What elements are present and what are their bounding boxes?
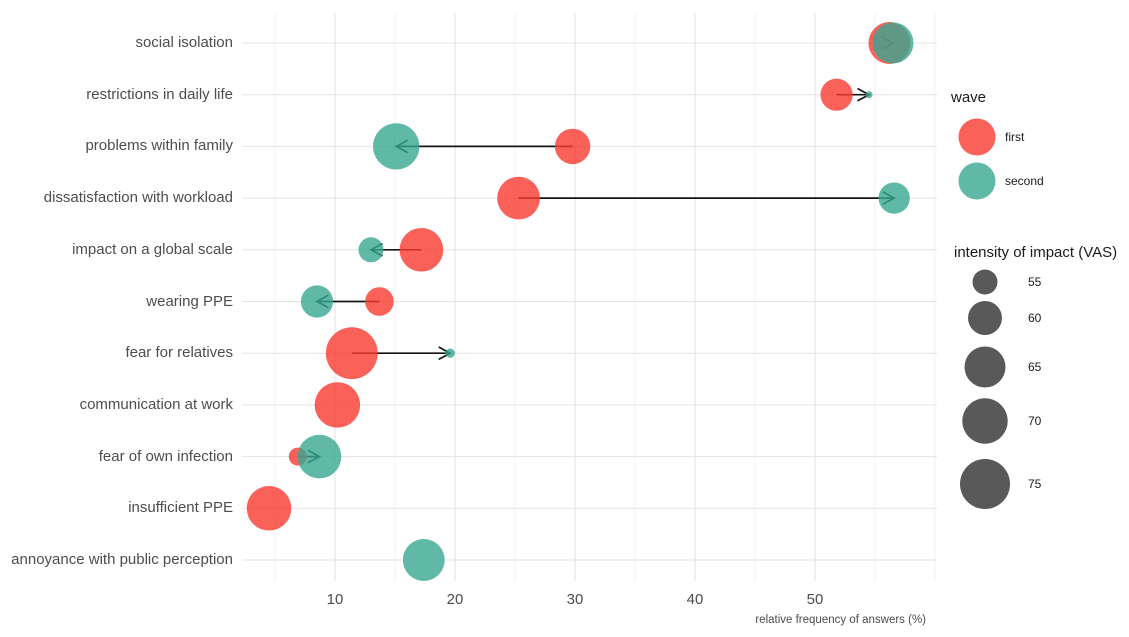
wave-legend-title: wave bbox=[951, 89, 987, 106]
bubbles-first-wave bbox=[246, 22, 911, 531]
size-legend-title: intensity of impact (VAS) bbox=[954, 244, 1118, 261]
x-tick-20: 20 bbox=[446, 591, 464, 608]
x-tick-30: 30 bbox=[566, 591, 584, 608]
category-label-wearing-ppe: wearing PPE bbox=[146, 292, 233, 310]
bubble-first-impact-on-a-global-scale bbox=[399, 227, 444, 272]
x-tick-10: 10 bbox=[326, 591, 344, 608]
size-key-75 bbox=[960, 459, 1010, 509]
wave-key-second bbox=[958, 162, 996, 200]
size-key-65 bbox=[964, 346, 1006, 388]
bubble-first-problems-within-family bbox=[554, 128, 591, 165]
x-axis-title: relative frequency of answers (%) bbox=[755, 614, 926, 626]
bubble-second-restrictions-in-daily-life bbox=[865, 91, 873, 99]
size-key-60 bbox=[968, 301, 1002, 335]
wave-item-label-first: first bbox=[1005, 130, 1025, 144]
bubble-second-social-isolation bbox=[872, 22, 914, 64]
wave-key-first bbox=[958, 118, 996, 156]
category-label-communication-at-work: communication at work bbox=[79, 395, 233, 413]
size-item-label-60: 60 bbox=[1028, 311, 1042, 325]
size-item-label-70: 70 bbox=[1028, 414, 1042, 428]
x-tick-40: 40 bbox=[686, 591, 704, 608]
size-key-55 bbox=[972, 269, 998, 295]
category-label-fear-of-own-infection: fear of own infection bbox=[98, 447, 233, 465]
category-label-fear-for-relatives: fear for relatives bbox=[125, 344, 233, 362]
category-label-impact-on-a-global-scale: impact on a global scale bbox=[72, 240, 233, 258]
x-tick-50: 50 bbox=[806, 591, 824, 608]
size-item-label-55: 55 bbox=[1028, 275, 1042, 289]
bubble-second-dissatisfaction-with-workload bbox=[878, 182, 910, 214]
legend-keys bbox=[958, 118, 1010, 509]
bubble-first-insufficient-ppe bbox=[246, 486, 292, 531]
bubble-first-communication-at-work bbox=[314, 382, 361, 428]
bubble-second-wearing-ppe bbox=[300, 285, 334, 318]
bubble-second-fear-of-own-infection bbox=[297, 434, 342, 479]
bubble-second-fear-for-relatives bbox=[445, 348, 455, 358]
bubbles-second-wave bbox=[297, 22, 914, 581]
bubble-second-annoyance-with-public-perception bbox=[402, 539, 445, 581]
wave-item-label-second: second bbox=[1005, 174, 1044, 188]
bubble-second-problems-within-family bbox=[373, 123, 420, 170]
size-item-label-65: 65 bbox=[1028, 360, 1042, 374]
bubble-first-wearing-ppe bbox=[365, 287, 394, 316]
bubble-second-impact-on-a-global-scale bbox=[358, 237, 384, 263]
category-label-dissatisfaction-with-workload: dissatisfaction with workload bbox=[43, 189, 233, 207]
bubble-first-fear-for-relatives bbox=[325, 327, 378, 380]
bubble-first-dissatisfaction-with-workload bbox=[497, 176, 540, 220]
category-label-annoyance-with-public-perception: annoyance with public perception bbox=[11, 551, 233, 568]
category-label-insufficient-ppe: insufficient PPE bbox=[128, 499, 233, 517]
size-item-label-75: 75 bbox=[1028, 477, 1042, 491]
category-label-problems-within-family: problems within family bbox=[85, 137, 233, 155]
bubble-first-restrictions-in-daily-life bbox=[820, 78, 853, 111]
category-label-restrictions-in-daily-life: restrictions in daily life bbox=[86, 85, 233, 103]
size-key-70 bbox=[962, 398, 1008, 444]
category-label-social-isolation: social isolation bbox=[135, 34, 233, 51]
